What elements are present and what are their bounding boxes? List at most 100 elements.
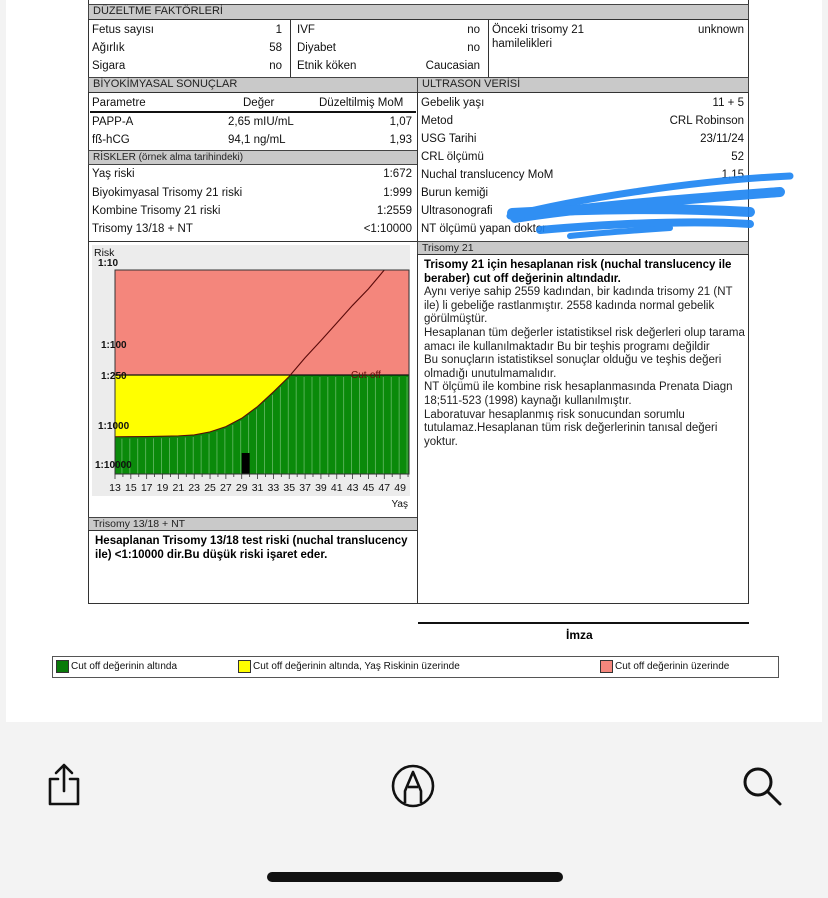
y-axis-label: Risk [94,247,115,259]
param: fß-hCG [92,134,130,146]
legend-swatch [600,660,613,673]
risk-label: Trisomy 13/18 + NT [92,223,193,235]
x-tick-label: 43 [347,482,359,494]
x-tick-label: 39 [315,482,327,494]
redaction-scribble [506,172,794,239]
ultrasound-value: 52 [731,151,744,163]
x-tick-label: 27 [220,482,232,494]
above-cutoff-region [114,269,410,376]
value: no [467,24,480,36]
risk-value: 1:999 [383,187,412,199]
x-tick-label: 37 [299,482,311,494]
trisomy21-text: Trisomy 21 için hesaplanan risk (nuchal … [424,259,746,449]
legend [52,656,779,678]
col-header: Değer [243,97,275,109]
trisomy21-box [417,254,749,604]
legend-label: Cut off değerinin altında, Yaş Riskinin … [253,660,460,672]
x-tick-label: 31 [252,482,264,494]
risk-label: Kombine Trisomy 21 riski [92,205,221,217]
value: unknown [697,24,744,36]
legend-item-yellow: Cut off değerinin altında, Yaş Riskinin … [238,660,460,673]
x-tick-label: 15 [125,482,137,494]
plot-frame [114,269,410,475]
trisomy21-result: Trisomy 21 için hesaplanan risk (nuchal … [424,259,732,285]
label: Fetus sayısı [92,24,154,36]
legend-item-red: Cut off değerinin üzerinde [600,660,729,673]
legend-label: Cut off değerinin üzerinde [615,660,730,672]
value: 1 [275,24,282,36]
correction-factors-box [88,19,749,78]
x-tick-label: 45 [363,482,375,494]
legend-swatch [56,660,69,673]
markup-icon[interactable] [390,763,436,809]
legend-swatch [238,660,251,673]
x-tick-label: 47 [378,482,390,494]
col-header: Düzeltilmiş MoM [319,97,404,109]
paragraph: NT ölçümü ile kombine risk hesaplanmasın… [424,381,733,407]
legend-label: Cut off değerinin altında [71,660,178,672]
value: 58 [269,42,282,54]
value: Caucasian [425,60,480,72]
col-header: Parametre [92,97,146,109]
label: IVF [297,24,315,36]
divider [290,19,291,78]
risk-label: Biyokimyasal Trisomy 21 riski [92,187,243,199]
label: Diyabet [297,42,336,54]
paragraph: Aynı veriye sahip 2559 kadından, bir kad… [424,286,733,326]
share-icon[interactable] [44,762,84,808]
value: 94,1 ng/mL [228,134,286,146]
y-tick-label: 1:1000 [98,421,130,432]
risks-header: RİSKLER (örnek alma tarihindeki) [88,150,418,165]
age-risk-curve [114,269,385,438]
x-tick-label: 29 [236,482,248,494]
trisomy21-header: Trisomy 21 [417,241,749,255]
y-tick-label: 1:10000 [95,460,132,471]
value: 2,65 mIU/mL [228,116,294,128]
legend-item-green: Cut off değerinin altında [56,660,177,673]
x-tick-label: 19 [157,482,169,494]
risk-value: <1:10000 [363,223,412,235]
label: Etnik köken [297,60,357,72]
x-tick-label: 17 [141,482,153,494]
x-tick-label: 49 [394,482,406,494]
search-icon[interactable] [740,764,784,808]
mom: 1,07 [389,116,412,128]
x-tick-label: 23 [188,482,200,494]
label: Sigara [92,60,126,72]
home-indicator[interactable] [267,872,563,882]
value: no [467,42,480,54]
cutoff-label: Cut-off [351,370,381,381]
risk-label: Yaş riski [92,168,135,180]
biochem-header: BİYOKİMYASAL SONUÇLAR [88,77,418,93]
y-tick-label: 1:10 [98,258,118,269]
ultrasound-label: Gebelik yaşı [421,97,485,109]
patient-marker [241,453,250,474]
divider [488,19,489,78]
trisomy1318-result: Hesaplanan Trisomy 13/18 test riski (nuc… [95,535,408,561]
paragraph: Bu sonuçların istatistiksel sonuçlar old… [424,354,722,380]
x-tick-label: 21 [173,482,185,494]
x-axis-label: Yaş [392,499,409,510]
paragraph: Laboratuvar hesaplanmış risk sonucundan … [424,408,718,448]
x-tick-label: 25 [204,482,216,494]
risk-value: 1:2559 [376,205,412,217]
ultrasound-value: 11 + 5 [712,97,744,109]
ultrasound-value: CRL Robinson [669,115,744,127]
label: Ağırlık [92,42,125,54]
label: Önceki trisomy 21 [492,24,585,36]
ultrasound-value: 23/11/24 [700,133,744,145]
ultrasound-label: NT ölçümü yapan doktor [421,223,547,235]
ultrasound-label: Metod [421,115,453,127]
correction-factors-header: DÜZELTME FAKTÖRLERİ [88,4,749,20]
signature-line [418,622,749,624]
x-tick-label: 41 [331,482,343,494]
ultrasound-label: Nuchal translucency MoM [421,169,554,181]
signature-label: İmza [566,628,593,642]
ultrasound-header: ULTRASON VERİSİ [417,77,749,93]
trisomy1318-header: Trisomy 13/18 + NT [88,517,418,531]
ultrasound-label: Ultrasonografi [421,205,493,217]
risk-value: 1:672 [383,168,412,180]
paragraph: Hesaplanan tüm değerler istatistiksel ri… [424,326,745,353]
x-tick-label: 33 [268,482,280,494]
